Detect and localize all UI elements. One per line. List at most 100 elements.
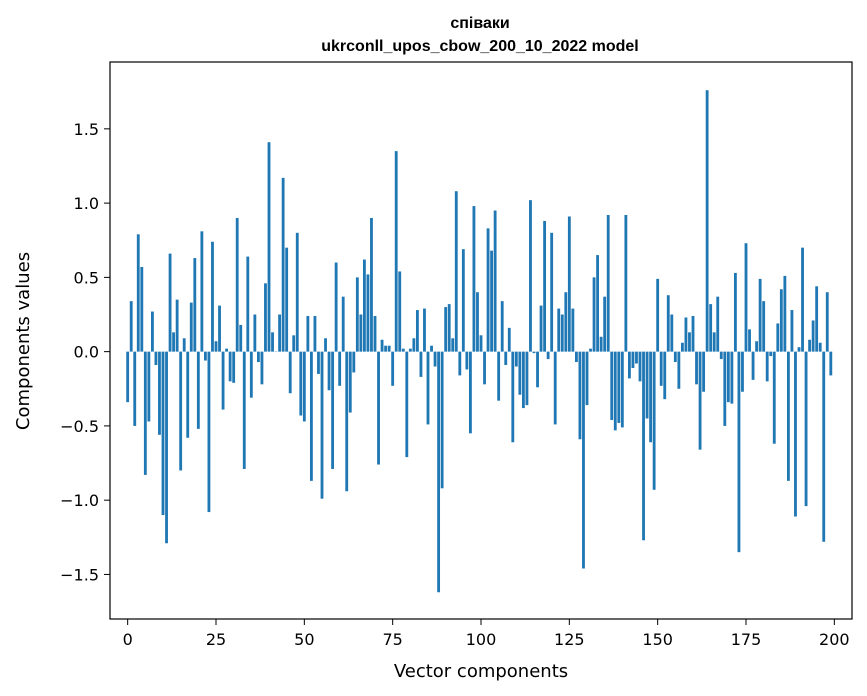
bar-44 (281, 177, 285, 352)
bar-48 (295, 232, 299, 352)
bar-35 (249, 351, 253, 398)
bar-4 (140, 266, 144, 352)
bar-197 (822, 351, 826, 542)
bar-30 (232, 351, 236, 383)
bar-18 (189, 302, 193, 352)
bar-91 (447, 304, 451, 352)
bar-64 (352, 351, 356, 373)
bar-72 (380, 339, 384, 352)
bar-34 (246, 256, 250, 352)
bar-68 (366, 274, 370, 352)
bar-7 (150, 311, 154, 352)
bar-156 (677, 351, 681, 389)
x-tick-label: 0 (123, 630, 133, 649)
bar-10 (161, 351, 165, 516)
bar-166 (712, 332, 716, 352)
chart-subtitle: ukrconll_upos_cbow_200_10_2022 model (321, 38, 638, 55)
bar-0 (126, 351, 130, 403)
bar-167 (716, 296, 720, 352)
bar-124 (564, 292, 568, 352)
bar-109 (511, 351, 515, 443)
y-tick-label: 1.0 (74, 194, 99, 213)
bar-135 (603, 296, 607, 352)
bar-73 (384, 345, 388, 352)
bar-37 (256, 351, 260, 363)
bars-group (126, 90, 833, 593)
bar-40 (267, 142, 271, 352)
bar-161 (695, 351, 698, 385)
bar-13 (172, 332, 176, 352)
bar-162 (698, 351, 702, 450)
bar-155 (673, 351, 677, 363)
bar-115 (532, 351, 536, 354)
bar-169 (723, 351, 727, 426)
bar-46 (288, 351, 292, 394)
bar-154 (670, 314, 674, 352)
bar-173 (737, 351, 741, 553)
bar-182 (769, 351, 773, 357)
bar-100 (479, 335, 483, 352)
bar-16 (182, 338, 186, 352)
bar-78 (401, 348, 405, 352)
bar-192 (804, 351, 808, 507)
bar-62 (345, 351, 349, 492)
bar-138 (613, 351, 617, 431)
x-tick-label: 50 (294, 630, 314, 649)
bar-17 (186, 351, 190, 438)
bar-170 (726, 351, 730, 403)
bar-39 (264, 283, 267, 352)
x-tick-label: 25 (206, 630, 226, 649)
bar-114 (529, 200, 532, 352)
bar-69 (370, 217, 373, 352)
bar-41 (271, 332, 274, 352)
bar-77 (398, 271, 402, 352)
bar-11 (165, 351, 168, 544)
bar-19 (193, 258, 197, 352)
bar-43 (278, 314, 282, 352)
bar-6 (147, 351, 151, 422)
bar-185 (779, 289, 783, 352)
bar-66 (359, 314, 363, 352)
bar-142 (627, 351, 631, 379)
bar-103 (490, 250, 494, 352)
bar-190 (797, 347, 801, 352)
bar-139 (617, 351, 621, 423)
y-axis-label: Components values (13, 252, 34, 430)
bar-177 (751, 351, 755, 380)
x-tick-label: 175 (731, 630, 762, 649)
bar-28 (225, 348, 229, 352)
bar-50 (302, 351, 306, 422)
bar-113 (525, 351, 529, 406)
x-tick-label: 125 (554, 630, 585, 649)
chart-title: співаки (450, 15, 509, 32)
bar-59 (334, 262, 338, 352)
bar-165 (709, 304, 713, 352)
bar-116 (536, 351, 539, 388)
bar-180 (762, 301, 766, 352)
bar-163 (702, 351, 706, 392)
bar-168 (719, 351, 723, 360)
bar-99 (476, 292, 479, 352)
bar-31 (235, 217, 239, 352)
bar-111 (518, 351, 522, 395)
bar-141 (624, 214, 628, 352)
x-axis-ticks: 0 25 50 75 100 125 150 175 200 (123, 619, 850, 649)
bar-137 (610, 351, 614, 420)
bar-128 (578, 351, 582, 440)
bar-74 (387, 345, 391, 352)
bar-122 (557, 308, 561, 352)
x-tick-label: 200 (819, 630, 850, 649)
bar-146 (642, 351, 645, 541)
bar-194 (811, 320, 815, 352)
bar-55 (320, 351, 324, 499)
bar-140 (620, 351, 624, 428)
bar-27 (221, 351, 225, 410)
bar-105 (497, 351, 501, 401)
bar-112 (521, 351, 525, 409)
bar-67 (362, 259, 366, 352)
bar-65 (355, 277, 359, 352)
bar-130 (585, 351, 589, 406)
bar-38 (260, 351, 264, 385)
bar-82 (415, 310, 419, 352)
bar-158 (684, 317, 688, 352)
